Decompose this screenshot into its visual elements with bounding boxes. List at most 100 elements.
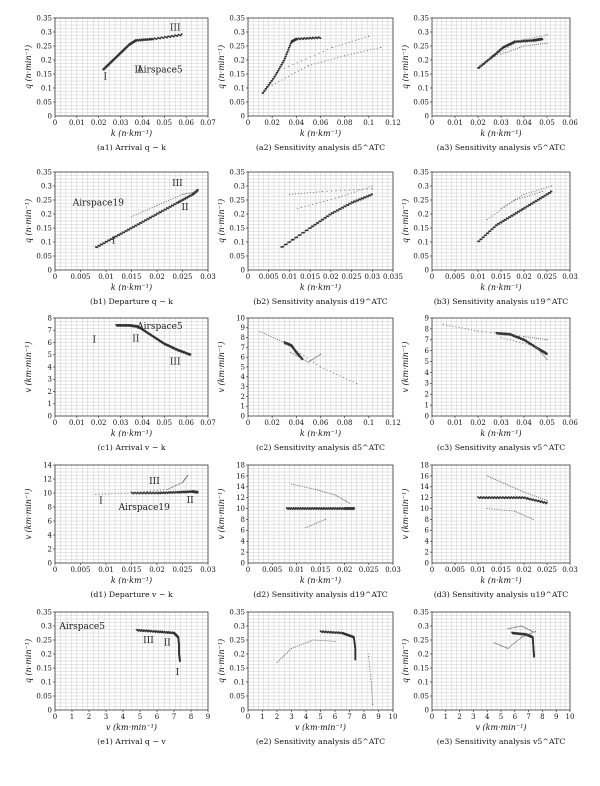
data-point [540,188,542,190]
x-tick-label: 0.02 [264,119,280,127]
data-point [514,48,517,50]
x-tick-label: 4 [304,713,309,721]
data-point [330,198,332,200]
y-tick-label: 0.3 [234,182,245,190]
y-tick-label: 6 [425,347,430,355]
data-point [342,376,344,379]
data-point [362,197,365,200]
data-point [461,327,463,329]
y-tick-label: 0.3 [418,182,429,190]
data-point [527,634,529,636]
data-point [300,644,302,646]
x-tick-label: 0.015 [121,566,141,574]
data-point [506,509,508,512]
data-point [371,193,374,196]
data-point [545,357,547,359]
x-tick-label: 0.05 [156,419,172,427]
data-point [308,487,310,489]
panel-caption: (c3) Sensitivity analysis v5^ATC [437,443,565,452]
x-tick-label: 5 [138,713,142,721]
data-point [529,336,531,338]
data-point [370,683,372,685]
data-point [294,646,296,648]
series-0 [477,37,544,70]
data-point [334,197,336,199]
y-tick-label: 0.05 [36,98,52,106]
data-point [153,490,155,492]
data-point [518,335,520,337]
data-point [347,204,350,207]
data-point [518,39,520,41]
y-tick-label: 0.35 [229,168,245,176]
y-tick-label: 4 [241,373,246,381]
panel-caption: (d1) Departure v − k [90,590,173,599]
data-point [499,210,501,212]
data-point [513,487,515,489]
x-tick-label: 0.02 [516,566,532,574]
y-tick-label: 0.25 [413,42,429,50]
data-point [549,192,552,194]
data-point [488,476,490,478]
y-tick-label: 0.15 [413,70,429,78]
x-tick-label: 3 [104,713,108,721]
data-point [132,492,135,495]
y-tick-label: 4 [241,538,246,546]
data-point [130,216,133,218]
y-tick-label: 0.35 [413,14,429,22]
data-point [147,490,149,492]
data-point [145,219,148,222]
grid [431,611,571,711]
data-point [315,223,317,226]
data-point [195,191,197,193]
data-point [283,59,286,62]
data-point [515,511,518,513]
data-point [534,345,537,347]
y-tick-label: 6 [48,339,53,347]
data-point [501,48,503,51]
x-tick-label: 0 [246,119,250,127]
annotation: III [170,24,181,34]
data-point [303,231,306,234]
data-point [320,61,323,63]
data-point [306,229,309,232]
data-point [156,489,158,492]
data-point [190,192,192,194]
data-point [544,338,546,341]
annotation: III [143,636,154,646]
data-point [308,37,310,40]
data-point [340,498,343,500]
annotation: I [176,668,180,678]
data-point [371,185,373,187]
series-0 [283,341,304,361]
data-point [292,64,294,66]
data-point [362,188,364,190]
data-point [518,211,521,213]
data-point [308,360,311,362]
y-tick-label: 16 [236,472,245,480]
data-point [344,55,346,57]
data-point [474,329,476,331]
data-point [514,199,517,201]
data-point [305,58,307,60]
data-point [332,493,334,495]
data-point [546,353,548,355]
data-point [351,40,353,42]
data-point [302,643,304,645]
data-point [144,210,146,212]
x-tick-label: 4 [485,713,490,721]
y-tick-label: 0.25 [36,196,52,204]
data-point [314,54,316,56]
data-point [506,484,508,486]
data-point [297,193,299,195]
data-point [370,681,372,683]
data-point [314,639,316,641]
chart-b3: 0 0.005 0.01 0.015 0.02 0.025 0.03 0.05 0.1 0.15 0… [401,168,578,306]
data-point [116,235,118,238]
data-point [500,337,502,339]
grid [54,611,209,711]
data-point [359,198,362,201]
data-point [538,35,540,37]
data-point [347,54,349,56]
y-tick-label: 0 [241,412,245,420]
data-point [312,358,314,360]
